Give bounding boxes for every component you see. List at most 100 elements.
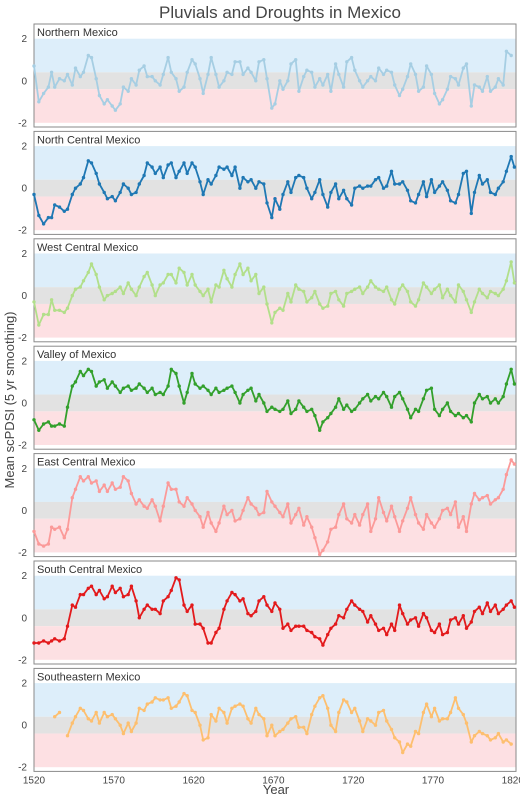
y-tick-label: 2 (21, 571, 27, 582)
data-point (222, 388, 226, 392)
data-point (41, 91, 46, 96)
y-tick-label: -2 (18, 118, 27, 129)
data-point (214, 283, 218, 287)
data-point (62, 209, 66, 213)
data-point (102, 190, 106, 195)
data-point (469, 420, 473, 424)
data-point (509, 367, 513, 371)
data-point (241, 175, 245, 180)
data-point (361, 729, 365, 734)
data-point (488, 738, 493, 742)
data-point (345, 60, 349, 64)
data-point (421, 710, 426, 715)
data-point (65, 207, 70, 211)
data-point (504, 738, 509, 742)
data-point (166, 481, 170, 485)
data-point (281, 626, 285, 630)
data-point (385, 285, 389, 289)
data-point (456, 706, 461, 710)
data-point (134, 599, 138, 603)
data-point (105, 489, 110, 494)
data-point (393, 302, 397, 306)
data-point (329, 89, 333, 94)
data-point (230, 508, 234, 513)
data-point (469, 211, 473, 216)
data-point (413, 512, 418, 517)
data-point (185, 70, 189, 75)
data-point (81, 373, 86, 378)
data-point (405, 74, 410, 79)
data-point (222, 504, 226, 508)
data-point (357, 523, 362, 527)
data-point (246, 611, 250, 616)
data-point (297, 624, 301, 628)
data-point (429, 628, 434, 633)
data-point (214, 719, 218, 723)
data-point (333, 62, 338, 66)
panel: North Central Mexico -2 0 2 (18, 130, 517, 237)
data-point (305, 515, 309, 519)
data-point (86, 159, 91, 163)
data-point (281, 87, 285, 91)
data-point (153, 293, 157, 298)
data-point (102, 102, 106, 106)
data-point (73, 380, 78, 384)
data-point (453, 500, 458, 504)
data-point (257, 60, 261, 64)
data-point (341, 502, 346, 506)
y-tick-label: 0 (21, 398, 27, 409)
data-point (225, 512, 229, 517)
data-point (177, 700, 181, 704)
data-point (385, 394, 389, 399)
data-point (190, 371, 194, 376)
data-point (185, 390, 189, 395)
data-point (456, 83, 461, 87)
data-point (409, 416, 413, 420)
data-point (110, 712, 114, 717)
data-point (493, 192, 497, 197)
data-point (504, 472, 509, 477)
data-point (377, 66, 381, 70)
band (34, 626, 516, 660)
data-point (377, 710, 381, 715)
data-point (97, 489, 102, 494)
panel-frame (33, 560, 517, 665)
data-point (385, 184, 389, 188)
data-point (294, 512, 298, 517)
data-point (294, 58, 298, 62)
data-point (222, 607, 226, 611)
data-point (377, 628, 381, 633)
data-point (70, 83, 75, 87)
data-point (401, 180, 405, 184)
data-point (134, 502, 138, 506)
data-point (113, 590, 118, 595)
data-point (509, 742, 513, 746)
data-point (477, 605, 481, 609)
data-point (381, 510, 386, 515)
data-point (477, 85, 481, 89)
data-point (369, 614, 373, 618)
data-point (81, 70, 86, 75)
data-point (126, 592, 130, 597)
data-point (97, 588, 102, 593)
data-point (113, 384, 118, 388)
data-point (118, 285, 122, 289)
panel-title: Northern Mexico (37, 27, 118, 39)
data-point (469, 310, 473, 315)
data-point (453, 77, 458, 81)
data-point (241, 272, 245, 277)
data-point (238, 186, 242, 190)
data-point (373, 622, 378, 626)
data-point (102, 378, 106, 382)
data-point (225, 386, 229, 390)
data-point (238, 262, 242, 266)
data-point (424, 388, 429, 392)
data-point (397, 93, 402, 98)
data-point (262, 182, 266, 186)
data-point (302, 624, 306, 628)
data-point (53, 527, 57, 531)
data-point (416, 624, 421, 628)
panel-frame (33, 345, 517, 450)
data-point (89, 161, 94, 165)
